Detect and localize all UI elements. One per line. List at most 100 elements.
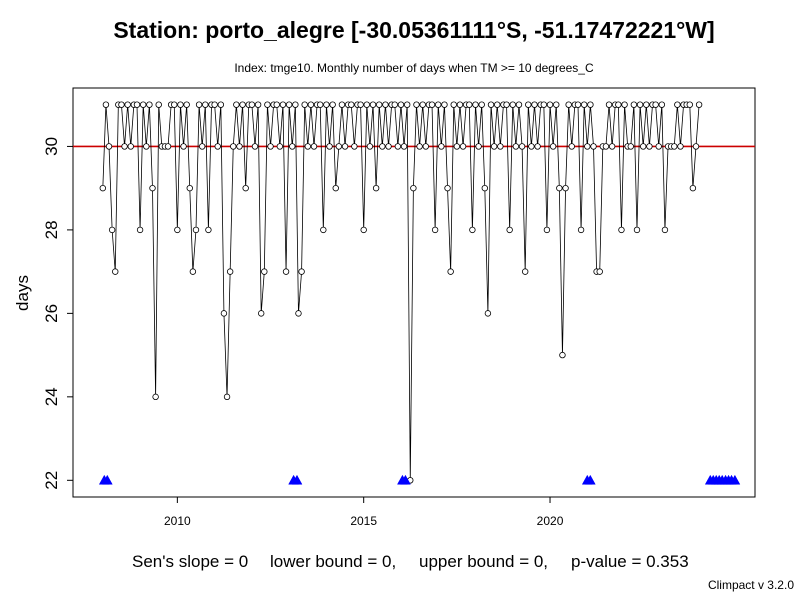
data-point: [428, 101, 436, 108]
data-point: [515, 101, 523, 108]
data-point: [174, 226, 181, 234]
data-point: [494, 101, 501, 108]
missing-marker: [400, 474, 411, 485]
climpact-credit: Climpact v 3.2.0: [708, 578, 794, 592]
data-point: [643, 101, 650, 108]
data-point: [469, 226, 476, 234]
data-point: [136, 226, 144, 234]
data-point: [394, 143, 402, 150]
data-point: [239, 101, 246, 108]
data-point: [261, 268, 268, 275]
x-axis: 2010 2015 2020: [164, 497, 564, 528]
data-point: [108, 226, 116, 234]
data-point: [292, 101, 299, 108]
data-point: [630, 101, 638, 108]
data-point: [220, 310, 228, 317]
data-point: [413, 101, 420, 108]
data-point: [264, 101, 271, 108]
data-point: [323, 101, 330, 108]
data-point: [146, 101, 153, 108]
data-point: [183, 101, 190, 108]
data-point: [692, 143, 700, 150]
data-point: [652, 101, 659, 108]
data-point: [332, 184, 339, 192]
p-value-text: p-value = 0.353: [571, 552, 689, 571]
data-point: [503, 101, 510, 108]
y-axis: 22 24 26 28 30: [42, 137, 73, 490]
data-point: [441, 101, 448, 108]
data-point: [444, 184, 451, 192]
data-point: [143, 143, 150, 150]
data-point: [307, 101, 315, 108]
data-point: [419, 101, 426, 108]
data-point: [602, 143, 610, 150]
data-point: [646, 143, 653, 150]
data-point: [180, 143, 187, 150]
data-point: [587, 101, 594, 108]
data-point: [366, 143, 374, 150]
data-point: [506, 226, 513, 234]
y-tick-label: 22: [42, 471, 61, 490]
data-point: [376, 101, 383, 108]
data-point: [121, 143, 128, 150]
data-point: [556, 184, 563, 192]
data-point: [431, 226, 439, 234]
data-point: [540, 101, 548, 108]
plot-frame: [72, 87, 756, 498]
data-point: [640, 143, 647, 150]
data-point: [543, 226, 551, 234]
sens-slope-text: Sen's slope = 0: [132, 552, 248, 571]
data-point: [403, 101, 411, 108]
chart-subtitle: Index: tmge10. Monthly number of days wh…: [234, 61, 594, 75]
y-tick-label: 24: [42, 387, 61, 406]
data-point: [202, 101, 209, 108]
data-point: [118, 101, 125, 108]
data-point: [301, 101, 308, 108]
data-point: [621, 101, 628, 108]
data-point: [369, 101, 377, 108]
data-point: [335, 143, 343, 150]
data-point: [518, 143, 526, 150]
data-point: [661, 226, 669, 234]
missing-marker: [291, 474, 303, 485]
data-point: [695, 101, 703, 108]
data-point: [509, 101, 516, 108]
data-point: [674, 101, 681, 108]
data-point: [379, 143, 386, 150]
data-point: [490, 143, 498, 150]
lower-bound-text: lower bound = 0,: [270, 552, 396, 571]
data-point: [584, 143, 591, 150]
data-point: [391, 101, 398, 108]
x-tick-label: 2015: [350, 514, 377, 528]
data-point: [139, 101, 147, 108]
data-point: [282, 268, 290, 275]
data-point: [211, 101, 218, 108]
data-point: [385, 143, 392, 150]
data-point: [348, 101, 355, 108]
data-point: [310, 143, 318, 150]
missing-marker: [584, 474, 596, 485]
data-point: [363, 101, 370, 108]
data-point: [279, 101, 287, 108]
data-point: [478, 101, 485, 108]
data-point: [577, 226, 585, 234]
data-point: [627, 143, 634, 150]
data-point: [304, 143, 311, 150]
data-point: [397, 101, 405, 108]
data-point: [655, 143, 662, 150]
data-point: [605, 101, 613, 108]
data-point: [590, 143, 597, 150]
data-point: [273, 101, 280, 108]
data-point: [171, 101, 178, 108]
data-point: [531, 101, 538, 108]
data-point: [459, 143, 467, 150]
data-point: [214, 143, 221, 150]
data-point: [481, 184, 489, 192]
data-point: [475, 143, 482, 150]
data-point: [127, 143, 134, 150]
missing-marker: [729, 474, 741, 485]
data-point: [192, 226, 200, 234]
data-point: [658, 101, 666, 108]
chart-title: Station: porto_alegre [-30.05361111°S, -…: [113, 17, 714, 43]
data-point: [372, 184, 380, 192]
